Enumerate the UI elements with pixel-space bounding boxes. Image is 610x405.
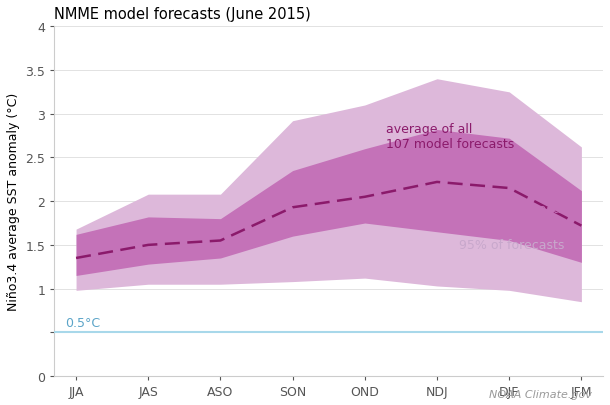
Text: 68% of forecasts: 68% of forecasts [459,202,564,215]
Y-axis label: Niño3.4 average SST anomaly (°C): Niño3.4 average SST anomaly (°C) [7,93,20,311]
Text: 95% of forecasts: 95% of forecasts [459,239,564,252]
Text: average of all
107 model forecasts: average of all 107 model forecasts [387,123,515,151]
Text: NOAA Climate.gov: NOAA Climate.gov [489,389,592,399]
Text: NMME model forecasts (June 2015): NMME model forecasts (June 2015) [54,7,311,22]
Text: 0.5°C: 0.5°C [65,316,101,329]
